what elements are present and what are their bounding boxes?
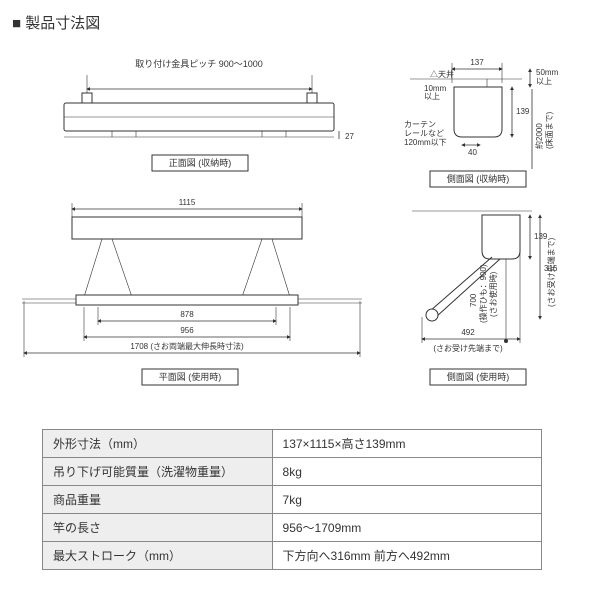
svg-text:正面図 (収納時): 正面図 (収納時) [169,157,232,168]
svg-text:(さお使用時): (さお使用時) [488,271,498,317]
svg-text:(床面まで): (床面まで) [544,111,554,149]
spec-key: 竿の長さ [43,514,273,542]
svg-text:約2000: 約2000 [534,123,544,149]
svg-text:139: 139 [534,232,548,241]
spec-key: 商品重量 [43,486,273,514]
spec-value: 956～1709mm [272,514,541,542]
svg-text:40: 40 [468,148,477,157]
section-title: ■ 製品寸法図 [12,12,588,33]
svg-text:492: 492 [461,328,475,337]
svg-text:1115: 1115 [179,198,196,207]
svg-text:27: 27 [345,132,354,141]
svg-text:(さお受け先端まで): (さお受け先端まで) [433,343,503,353]
spec-value: 137×1115×高さ139mm [272,430,541,458]
svg-text:(操作ひも：900): (操作ひも：900) [478,264,488,323]
svg-text:700: 700 [469,293,478,307]
svg-text:△天井: △天井 [430,69,454,79]
table-row: 外形寸法（mm）137×1115×高さ139mm [43,430,542,458]
side-view-stored: △天井 137 50mm 以上 10mm 以上 139 カーテン レールなど 1… [404,58,559,187]
table-row: 吊り下げ可能質量（洗濯物重量）8kg [43,458,542,486]
svg-text:レールなど: レールなど [404,129,444,138]
svg-text:137: 137 [470,58,484,67]
table-row: 商品重量7kg [43,486,542,514]
svg-text:以上: 以上 [424,92,440,101]
svg-text:以上: 以上 [536,77,552,86]
svg-text:50mm: 50mm [536,68,559,77]
spec-key: 外形寸法（mm） [43,430,273,458]
table-row: 最大ストローク（mm）下方向へ316mm 前方へ492mm [43,542,542,570]
svg-text:取り付け金具ピッチ 900～1000: 取り付け金具ピッチ 900～1000 [135,58,263,69]
svg-text:120mm以下: 120mm以下 [404,138,447,147]
svg-text:平面図 (使用時): 平面図 (使用時) [159,371,222,382]
front-view-stored: 取り付け金具ピッチ 900～1000 27 正面図 (収納時) [64,58,354,171]
svg-text:956: 956 [180,326,194,335]
spec-value: 下方向へ316mm 前方へ492mm [272,542,541,570]
spec-value: 8kg [272,458,541,486]
svg-text:139: 139 [516,107,530,116]
svg-text:(さお受け先端まで): (さお受け先端まで) [546,237,556,307]
table-row: 竿の長さ956～1709mm [43,514,542,542]
dimension-diagram: 取り付け金具ピッチ 900～1000 27 正面図 (収納時) △天井 137 … [12,39,572,419]
svg-text:878: 878 [180,310,194,319]
plan-view-use: 1115 878 956 1708 (さお両端最大伸長時寸法) 平面図 (使用時… [22,198,362,385]
spec-key: 最大ストローク（mm） [43,542,273,570]
spec-key: 吊り下げ可能質量（洗濯物重量） [43,458,273,486]
svg-text:側面図 (使用時): 側面図 (使用時) [447,371,510,382]
spec-table: 外形寸法（mm）137×1115×高さ139mm吊り下げ可能質量（洗濯物重量）8… [42,429,542,570]
svg-text:カーテン: カーテン [404,120,436,129]
svg-text:1708 (さお両端最大伸長時寸法): 1708 (さお両端最大伸長時寸法) [130,341,244,351]
side-view-use: 139 316 (さお受け先端まで) 700 (操作ひも：900) (さお使用時… [412,211,558,385]
spec-value: 7kg [272,486,541,514]
svg-text:側面図 (収納時): 側面図 (収納時) [447,173,510,184]
